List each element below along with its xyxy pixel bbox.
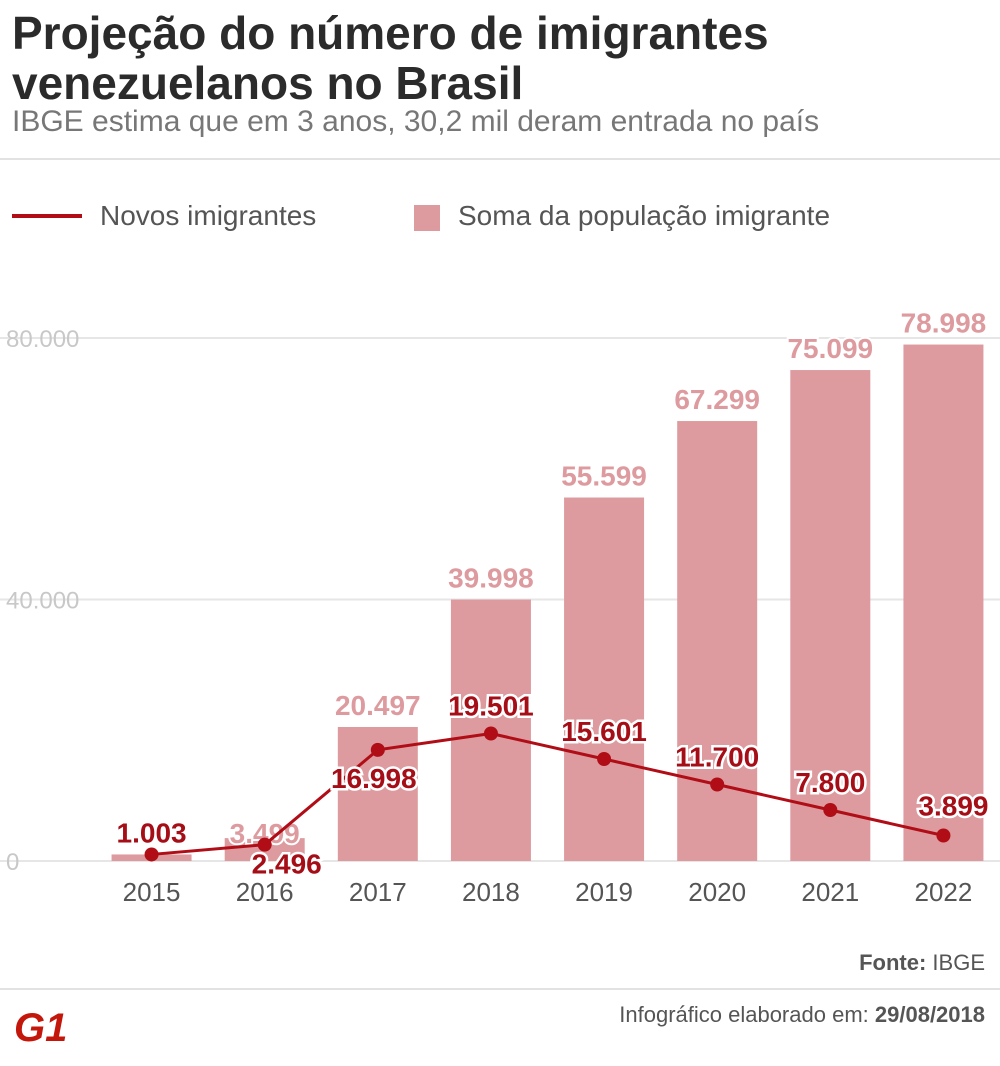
line-point (597, 752, 612, 767)
chart-title: Projeção do número de imigrantes venezue… (12, 7, 769, 109)
line-value-label: 1.003 (117, 817, 187, 848)
y-tick-label: 0 (6, 849, 19, 876)
x-tick-label: 2016 (236, 877, 294, 907)
logo-text: G1 (14, 1006, 67, 1046)
credit-date: 29/08/2018 (874, 1002, 985, 1027)
footer-divider (0, 988, 1000, 990)
line-point (370, 742, 385, 757)
line-value-label: 15.601 (561, 716, 647, 747)
line-value-label: 16.998 (331, 763, 417, 794)
x-tick-label: 2022 (915, 877, 973, 907)
y-tick-label: 80.000 (6, 326, 79, 353)
line-value-label: 2.496 (252, 849, 322, 880)
bar (564, 497, 645, 861)
x-tick-label: 2020 (688, 877, 746, 907)
legend-line-label: Novos imigrantes (100, 200, 317, 231)
legend: Novos imigrantes Soma da população imigr… (12, 196, 992, 236)
bar-value-label: 67.299 (674, 384, 760, 415)
bar-value-label: 1.003 (117, 818, 187, 849)
line-point (483, 726, 498, 741)
line-value-label: 3.899 (918, 791, 988, 822)
x-tick-label: 2017 (349, 877, 407, 907)
x-tick-label: 2019 (575, 877, 633, 907)
y-tick-label: 40.000 (6, 588, 79, 615)
bar-value-label: 39.998 (448, 563, 534, 594)
bar (677, 421, 758, 861)
bar-value-label: 78.998 (901, 308, 987, 339)
bar-value-label: 20.497 (335, 690, 421, 721)
legend-bar-swatch (414, 205, 440, 231)
header-divider (0, 158, 1000, 160)
credit-label: Infográfico elaborado em: (619, 1002, 869, 1027)
g1-logo: G1 (14, 1006, 67, 1046)
line-point (144, 847, 159, 862)
line-point (710, 777, 725, 792)
x-tick-label: 2015 (123, 877, 181, 907)
line-point (257, 837, 272, 852)
line-value-label: 11.700 (675, 742, 759, 773)
credit-note: Infográfico elaborado em: 29/08/2018 (619, 1000, 985, 1030)
source-value: IBGE (932, 950, 985, 975)
bar (790, 370, 871, 861)
source-label: Fonte: (859, 950, 927, 975)
bar-value-label: 75.099 (787, 333, 873, 364)
bar (903, 344, 984, 862)
line-value-label: 7.800 (795, 767, 865, 798)
line-point (823, 803, 838, 818)
legend-bar-label: Soma da população imigrante (458, 200, 831, 231)
line-series (151, 732, 944, 856)
chart-subtitle: IBGE estima que em 3 anos, 30,2 mil dera… (12, 105, 820, 138)
line-point (936, 828, 951, 843)
x-tick-label: 2018 (462, 877, 520, 907)
legend-line-marker (12, 214, 82, 218)
x-tick-label: 2021 (801, 877, 859, 907)
source-note: Fonte: IBGE (859, 948, 985, 978)
bar-value-label: 55.599 (561, 461, 647, 492)
line-value-label: 19.501 (448, 691, 534, 722)
